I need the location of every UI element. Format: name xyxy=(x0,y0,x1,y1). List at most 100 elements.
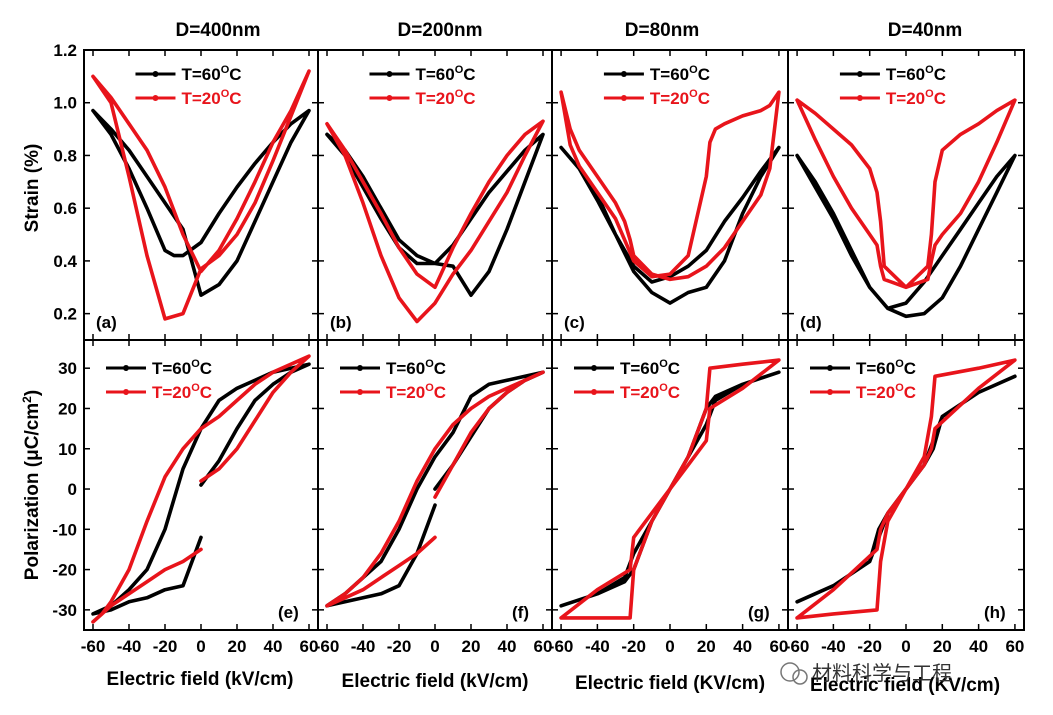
y-tick-label: 1.2 xyxy=(53,41,77,60)
y-tick-label: 20 xyxy=(58,399,77,418)
panel-label: (f) xyxy=(512,603,529,622)
column-title-40nm: D=40nm xyxy=(888,20,962,41)
legend-label: T=60OC xyxy=(386,358,446,378)
legend-label: T=60OC xyxy=(650,64,710,84)
series-line-t20 xyxy=(559,90,781,282)
y-tick-label: 30 xyxy=(58,359,77,378)
legend-label: T=60OC xyxy=(856,358,916,378)
x-tick-label: -20 xyxy=(621,637,646,656)
x-tick-label: -40 xyxy=(351,637,376,656)
x-tick-label: -60 xyxy=(785,637,810,656)
legend-marker xyxy=(620,95,627,101)
x-tick-label: 20 xyxy=(462,637,481,656)
series-line-t60 xyxy=(559,145,781,305)
legend-marker xyxy=(152,95,159,101)
legend-label: T=60OC xyxy=(415,64,475,84)
wechat-icon xyxy=(780,662,800,682)
panel-label: (c) xyxy=(564,313,585,332)
legend-marker xyxy=(386,71,393,77)
panel-b: T=60OC T=20OC (b) xyxy=(317,49,553,341)
panel-label: (a) xyxy=(96,313,117,332)
y-tick-label: 10 xyxy=(58,440,77,459)
y-tick-label: -10 xyxy=(52,520,77,539)
polarization-y-axis-label: Polarization (μC/cm2) xyxy=(20,390,43,580)
panel-label: (h) xyxy=(984,603,1006,622)
series-line-t20 xyxy=(325,370,545,608)
series-line-t20 xyxy=(795,98,1017,290)
x-tick-label: 20 xyxy=(697,637,716,656)
panel-g: -60 -40 -20 0 20 40 60 T=60OC T=20OC (g) xyxy=(549,339,789,656)
series-line-t20 xyxy=(559,358,781,620)
watermark: 材料科学与工程 xyxy=(780,661,952,685)
x-tick-label: 20 xyxy=(228,637,247,656)
legend-marker xyxy=(827,365,833,371)
y-tick-label: -30 xyxy=(52,601,77,620)
legend-label: T=60OC xyxy=(620,358,680,378)
panel-label: (b) xyxy=(330,313,352,332)
x-tick-label: 0 xyxy=(665,637,674,656)
strain-y-axis-label: Strain (%) xyxy=(22,144,43,233)
legend-label: T=20OC xyxy=(856,382,916,402)
watermark-text: 材料科学与工程 xyxy=(812,661,952,685)
legend-label: T=60OC xyxy=(181,64,241,84)
legend-marker xyxy=(386,95,393,101)
legend-marker xyxy=(856,95,863,101)
panel-c: T=60OC T=20OC (c) xyxy=(551,49,789,341)
y-tick-label: -20 xyxy=(52,561,77,580)
x-tick-label: -60 xyxy=(81,637,106,656)
series-line-t60 xyxy=(325,132,545,298)
column-title-200nm: D=200nm xyxy=(397,20,482,41)
panel-e: -60 -40 -20 0 20 40 60 -30 -20 -10 0 10 20 30 T=60OC T=… xyxy=(52,339,319,656)
panel-a: 0.2 0.4 0.6 0.8 1.0 1.2 T=60OC T=20OC (a) xyxy=(53,41,319,341)
x-tick-label: 60 xyxy=(534,637,553,656)
series-line-t20 xyxy=(91,354,311,624)
x-tick-label: -60 xyxy=(315,637,340,656)
legend-marker xyxy=(591,389,597,395)
series-line-t20 xyxy=(325,119,545,324)
y-tick-label: 0.2 xyxy=(53,305,77,324)
panel-d: T=60OC T=20OC (d) xyxy=(787,49,1025,341)
x-axis-label-a: Electric field (kV/cm) xyxy=(107,669,294,690)
series-line-t20 xyxy=(795,358,1017,620)
x-tick-label: -40 xyxy=(821,637,846,656)
x-axis-label-d: Electric field (KV/cm) xyxy=(810,675,1000,696)
x-tick-label: 60 xyxy=(300,637,319,656)
x-tick-label: 40 xyxy=(969,637,988,656)
legend-label: T=60OC xyxy=(886,64,946,84)
x-tick-label: 0 xyxy=(196,637,205,656)
y-tick-label: 0.8 xyxy=(53,146,77,165)
panel-f: -60 -40 -20 0 20 40 60 T=60OC T=20OC (f) xyxy=(315,339,553,656)
x-tick-label: 0 xyxy=(430,637,439,656)
x-tick-label: 60 xyxy=(1005,637,1024,656)
series-line-t20 xyxy=(91,69,311,321)
legend-label: T=20OC xyxy=(152,382,212,402)
legend-marker xyxy=(620,71,627,77)
legend-marker xyxy=(856,71,863,77)
legend-marker xyxy=(591,365,597,371)
column-title-80nm: D=80nm xyxy=(625,20,699,41)
y-tick-label: 0.6 xyxy=(53,199,77,218)
x-tick-label: -20 xyxy=(857,637,882,656)
legend-label: T=20OC xyxy=(650,88,710,108)
legend-label: T=20OC xyxy=(620,382,680,402)
legend-marker xyxy=(123,389,129,395)
panel-h: -60 -40 -20 0 20 40 60 T=60OC T=20OC (h) xyxy=(785,339,1025,656)
legend-marker xyxy=(357,365,363,371)
series-line-t60 xyxy=(325,370,545,608)
legend-marker xyxy=(357,389,363,395)
y-tick-label: 0.4 xyxy=(53,252,77,271)
series-line-t60 xyxy=(795,153,1017,319)
x-tick-label: 60 xyxy=(769,637,788,656)
x-axis-label-c: Electric field (KV/cm) xyxy=(575,673,765,694)
x-tick-label: -20 xyxy=(387,637,412,656)
legend-label: T=60OC xyxy=(152,358,212,378)
series-line-t60 xyxy=(91,108,311,298)
legend-marker xyxy=(827,389,833,395)
legend-marker xyxy=(152,71,159,77)
x-tick-label: 20 xyxy=(933,637,952,656)
x-tick-label: -60 xyxy=(549,637,574,656)
y-tick-label: 1.0 xyxy=(53,94,77,113)
x-tick-label: 0 xyxy=(901,637,910,656)
legend-label: T=20OC xyxy=(886,88,946,108)
